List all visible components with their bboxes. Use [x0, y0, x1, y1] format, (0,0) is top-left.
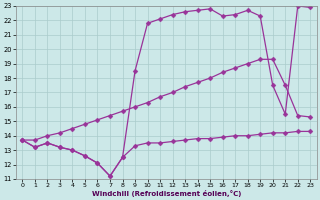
X-axis label: Windchill (Refroidissement éolien,°C): Windchill (Refroidissement éolien,°C): [92, 190, 241, 197]
